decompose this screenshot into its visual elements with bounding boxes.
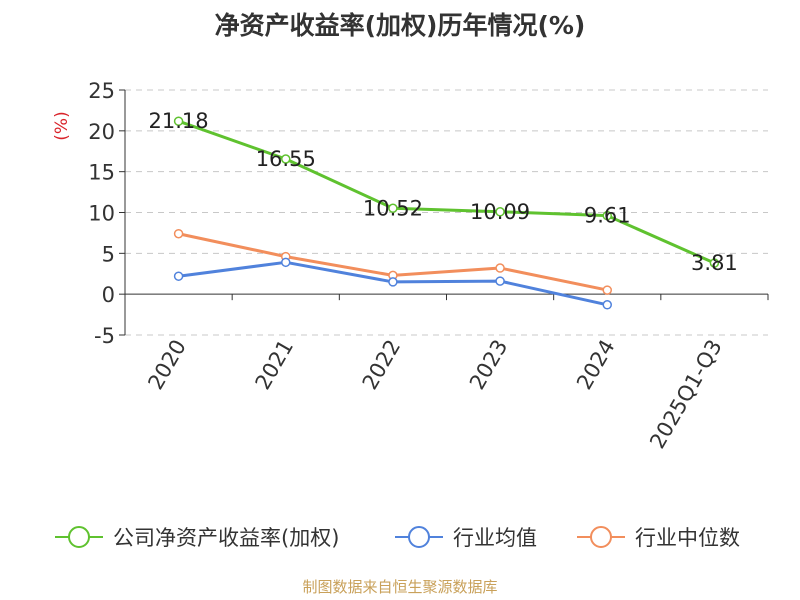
chart-title: 净资产收益率(加权)历年情况(%) [214,11,586,40]
legend-marker [590,526,612,548]
data-point [281,257,291,268]
data-label: 9.61 [584,204,631,228]
data-point [173,271,184,281]
x-tick-label: 2022 [358,336,406,394]
data-point [388,277,398,287]
y-ticks: 25 20 15 10 5 0 -5 [88,79,125,348]
legend-label: 行业中位数 [635,526,740,550]
x-tick-label: 2024 [572,336,620,394]
y-tick-label: 20 [88,120,115,144]
legend-marker [408,526,430,548]
y-tick-label: 15 [88,161,115,185]
x-tick-label: 2020 [143,336,191,394]
data-label: 10.52 [363,196,423,220]
data-label: 10.09 [470,200,530,224]
x-tick-label: 2023 [465,336,513,394]
data-point [281,154,291,164]
gridlines [125,89,768,336]
legend: 公司净资产收益率(加权) 行业均值 行业中位数 [55,526,740,550]
x-tick-label: 2021 [251,336,299,394]
data-point [495,263,505,273]
data-point [495,276,505,286]
y-tick-label: 5 [102,242,115,266]
data-point [173,228,184,239]
data-label: 21.18 [149,109,209,133]
y-tick-label: 10 [88,202,115,226]
data-point [495,207,505,217]
data-labels: 21.18 16.55 10.52 10.09 9.61 3.81 [149,109,738,275]
series-group [173,116,720,310]
y-axis-label: (%) [52,111,72,140]
data-point [173,116,184,126]
data-label: 3.81 [691,251,738,275]
legend-marker [68,526,90,548]
y-tick-label: 25 [88,79,115,103]
data-point [602,300,612,310]
legend-label: 公司净资产收益率(加权) [113,526,339,550]
y-tick-label: 0 [102,283,115,307]
source-note: 制图数据来自恒生聚源数据库 [302,578,498,596]
y-tick-label: -5 [94,324,115,348]
data-point [709,258,720,268]
x-ticks: 2020 2021 2022 2023 2024 2025Q1-Q3 [124,294,769,453]
series-line [178,119,716,265]
data-point [602,285,612,295]
data-point [388,203,398,214]
x-tick-label: 2025Q1-Q3 [645,336,727,453]
data-label: 16.55 [256,147,316,171]
data-point [602,210,612,221]
legend-label: 行业均值 [453,526,537,550]
